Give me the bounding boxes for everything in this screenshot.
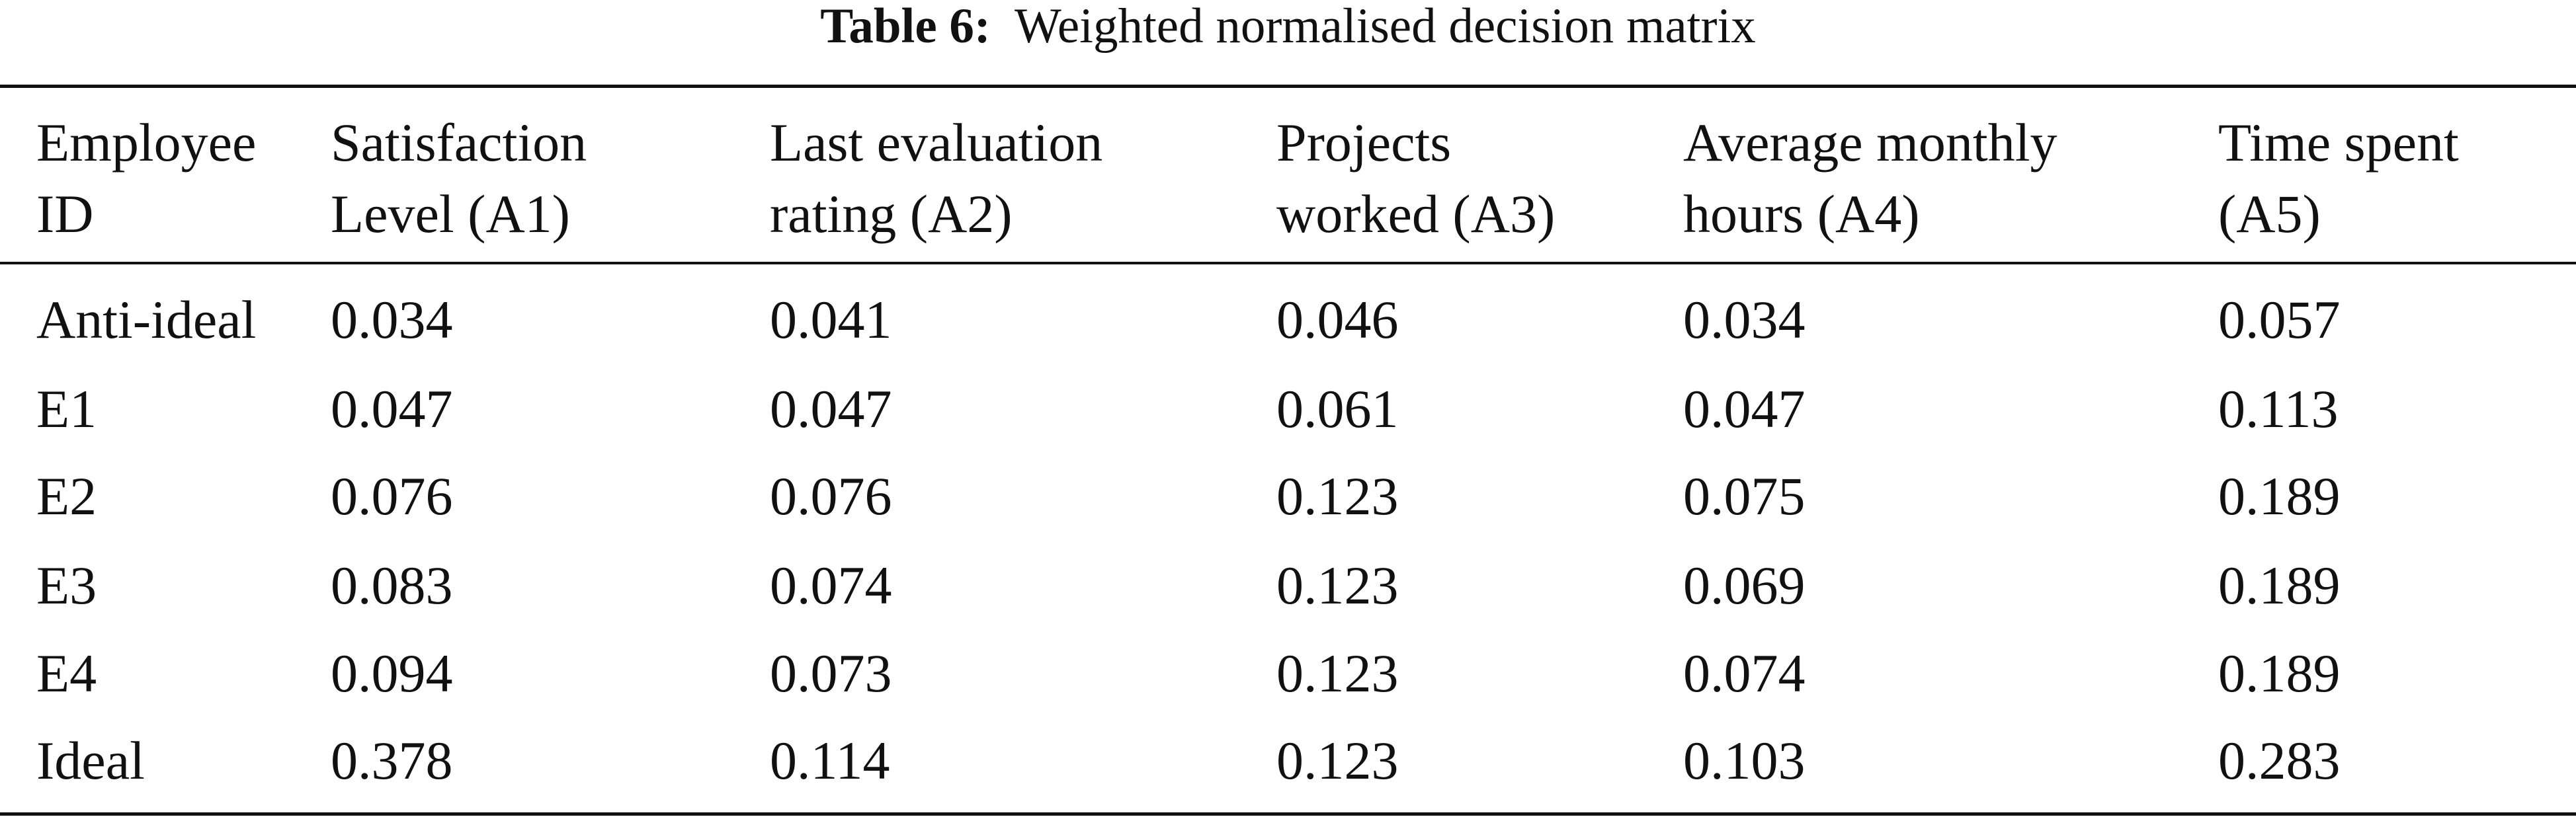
table-cell: 0.378 [331,730,453,791]
table-cell: 0.103 [1683,730,1806,791]
table-cell: 0.061 [1276,379,1399,439]
table-cell: 0.123 [1276,730,1399,791]
table-cell: 0.074 [1683,643,1806,703]
table-cell: 0.114 [770,730,890,791]
table-cell: 0.189 [2218,555,2341,615]
table-cell: 0.113 [2218,379,2339,439]
table-cell: 0.047 [331,379,453,439]
table-cell: 0.034 [1683,290,1806,350]
table-caption: Table 6: Weighted normalised decision ma… [0,0,2576,59]
table-cell: 0.083 [331,555,453,615]
header-projects-worked: Projects worked (A3) [1276,112,1556,244]
table-cell: 0.189 [2218,466,2341,526]
table-cell: 0.041 [770,290,892,350]
header-rule [0,262,2576,264]
table-cell-row-label: E2 [36,466,97,526]
table-cell: 0.076 [331,466,453,526]
table-cell-row-label: E4 [36,643,97,703]
table-cell-row-label: Ideal [36,730,145,791]
table-cell: 0.034 [331,290,453,350]
table-cell: 0.075 [1683,466,1806,526]
table-cell: 0.047 [770,379,892,439]
top-rule [0,85,2576,88]
table-cell: 0.123 [1276,555,1399,615]
header-last-evaluation: Last evaluation rating (A2) [770,112,1103,244]
table-cell: 0.283 [2218,730,2341,791]
table-cell-row-label: E1 [36,379,97,439]
table-cell: 0.123 [1276,643,1399,703]
header-employee-id: Employee ID [36,112,257,244]
header-satisfaction-level: Satisfaction Level (A1) [331,112,587,244]
bottom-rule [0,812,2576,816]
table-cell: 0.189 [2218,643,2341,703]
table-number: Table 6: [820,0,991,54]
table-cell: 0.047 [1683,379,1806,439]
table-cell: 0.076 [770,466,892,526]
table-cell-row-label: Anti-ideal [36,290,257,350]
table-title: Weighted normalised decision matrix [1015,0,1756,54]
table-cell: 0.074 [770,555,892,615]
table-cell: 0.046 [1276,290,1399,350]
table-cell-row-label: E3 [36,555,97,615]
table-cell: 0.123 [1276,466,1399,526]
header-average-monthly-hours: Average monthly hours (A4) [1683,112,2057,244]
table-cell: 0.094 [331,643,453,703]
table-cell: 0.069 [1683,555,1806,615]
table-cell: 0.057 [2218,290,2341,350]
header-time-spent: Time spent (A5) [2218,112,2459,244]
table-cell: 0.073 [770,643,892,703]
